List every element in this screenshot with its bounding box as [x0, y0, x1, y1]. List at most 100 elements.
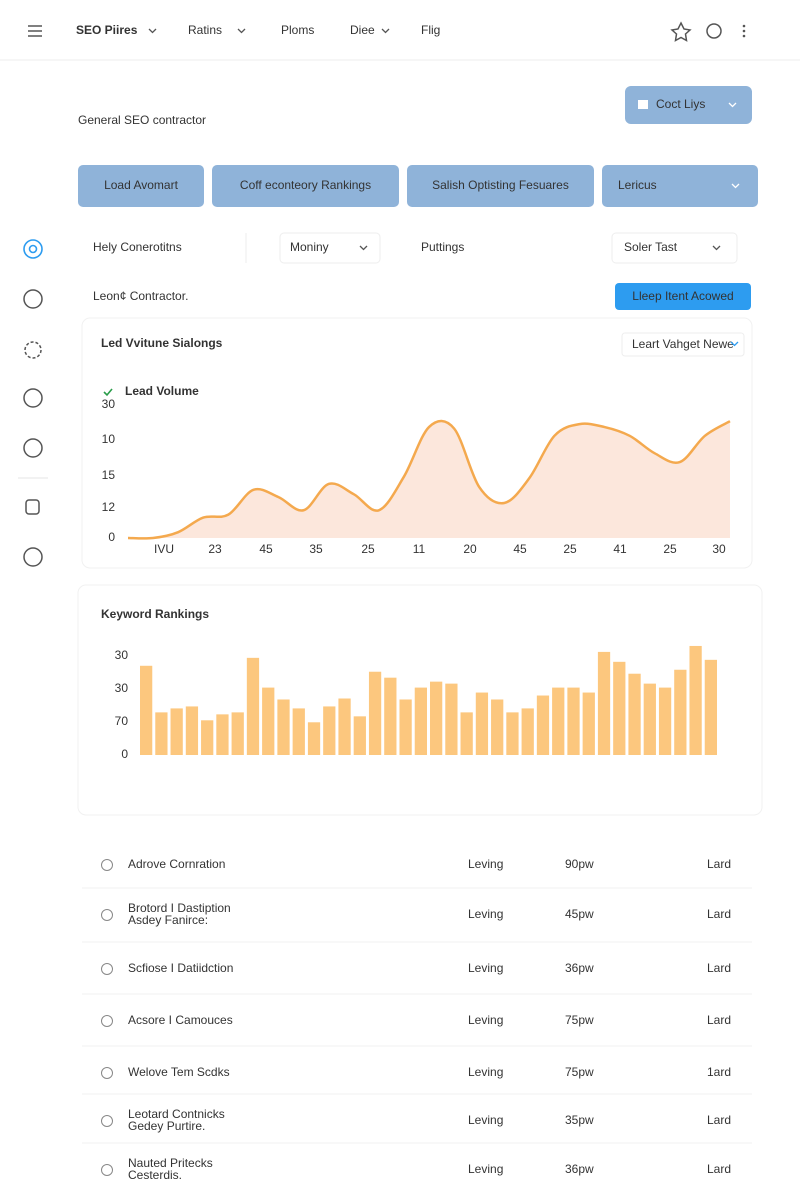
bar	[445, 683, 458, 755]
x-tick-label: 11	[413, 542, 426, 556]
row-radio[interactable]	[101, 1164, 113, 1176]
bar	[292, 708, 305, 755]
y-tick-label: 30	[115, 648, 129, 662]
filter-label[interactable]: Soler Tast	[624, 240, 678, 254]
row-name: Scfiose I Datiidction	[128, 961, 233, 975]
row-name: Acsore I Camouces	[128, 1013, 233, 1027]
chevron	[237, 28, 246, 34]
subheader-text: Leon¢ Contractor.	[93, 289, 188, 303]
y-tick-label: 70	[115, 714, 129, 728]
sidebar-icon[interactable]	[25, 499, 40, 515]
row-action[interactable]: Lard	[707, 961, 731, 975]
x-tick-label: 30	[712, 542, 726, 556]
filter-box[interactable]	[611, 232, 738, 264]
header-button-label: Coct Liys	[656, 97, 705, 111]
row-action[interactable]: Lard	[707, 1162, 731, 1176]
tab[interactable]	[602, 165, 758, 207]
header-button[interactable]	[625, 86, 752, 124]
bar	[658, 687, 672, 755]
y-tick-label: 12	[102, 500, 116, 514]
row-name: Gedey Purtire.	[128, 1119, 205, 1133]
nav-item[interactable]: Ratins	[188, 23, 222, 37]
x-tick-label: 20	[463, 542, 477, 556]
tab[interactable]	[212, 165, 399, 207]
power-icon[interactable]	[706, 23, 722, 39]
subheader-button[interactable]	[615, 283, 751, 310]
sidebar-icon[interactable]	[23, 547, 43, 567]
chevron	[728, 102, 737, 108]
filter-box[interactable]	[279, 232, 381, 264]
nav-item[interactable]: Flig	[421, 23, 440, 37]
filter-label[interactable]: Puttings	[421, 240, 464, 254]
sidebar-icon[interactable]	[23, 239, 43, 259]
row-action[interactable]: Lard	[707, 1013, 731, 1027]
sidebar-icon[interactable]	[23, 438, 43, 458]
row-action[interactable]: Lard	[707, 857, 731, 871]
tab-label: Lericus	[618, 178, 657, 192]
bar	[201, 720, 214, 755]
star-icon[interactable]	[670, 21, 692, 42]
bar	[704, 659, 717, 755]
bar	[384, 677, 397, 755]
bar	[628, 673, 641, 755]
x-tick-label: 25	[361, 542, 375, 556]
bar	[140, 665, 153, 755]
legend-check	[103, 388, 113, 397]
page-title: General SEO contractor	[78, 113, 206, 127]
nav-item[interactable]: Diee	[350, 23, 375, 37]
bar	[460, 712, 473, 755]
row-radio[interactable]	[101, 859, 113, 871]
row-radio[interactable]	[101, 909, 113, 921]
chevron	[712, 245, 721, 251]
nav-item[interactable]: Ploms	[281, 23, 314, 37]
row-radio[interactable]	[101, 963, 113, 975]
more-icon[interactable]	[742, 24, 746, 38]
bar	[216, 714, 229, 755]
menu-icon[interactable]	[28, 25, 42, 37]
x-tick-label: 23	[208, 542, 222, 556]
brand: SEO Piires	[76, 23, 138, 37]
sidebar-icon[interactable]	[24, 341, 42, 359]
row-radio[interactable]	[101, 1115, 113, 1127]
bar	[506, 712, 519, 755]
chevron	[148, 28, 157, 34]
bar	[567, 687, 580, 755]
sidebar-icon-dot	[28, 244, 38, 254]
sidebar-icon[interactable]	[23, 388, 43, 408]
bar	[582, 692, 595, 755]
area	[128, 421, 730, 539]
sidebar	[18, 239, 48, 567]
chart-link-box[interactable]	[621, 332, 745, 357]
tab-label: Load Avomart	[104, 178, 178, 192]
y-tick-label: 30	[115, 681, 129, 695]
bar	[597, 651, 611, 755]
row-action[interactable]: 1ard	[707, 1065, 731, 1079]
row-status: Leving	[468, 1113, 503, 1127]
filter-label[interactable]: Moniny	[290, 240, 329, 254]
tab[interactable]	[407, 165, 594, 207]
x-tick-label: 45	[259, 542, 273, 556]
bar	[536, 695, 550, 755]
bar	[277, 699, 290, 755]
line	[127, 419, 731, 540]
row-name: Adrove Cornration	[128, 857, 225, 871]
row-radio[interactable]	[101, 1067, 113, 1079]
row-name: Nauted Pritecks	[128, 1156, 213, 1170]
y-tick-label: 15	[102, 468, 116, 482]
row-status: Leving	[468, 1013, 503, 1027]
row-action[interactable]: Lard	[707, 907, 731, 921]
y-tick-label: 30	[102, 397, 116, 411]
y-tick-label: 10	[102, 432, 116, 446]
row-name: Welove Tem Scdks	[128, 1065, 230, 1079]
tab[interactable]	[78, 165, 204, 207]
bar	[430, 681, 443, 755]
y-tick-label: 0	[108, 530, 115, 544]
filter-label[interactable]: Hely Conerotitns	[93, 240, 182, 254]
row-action[interactable]: Lard	[707, 1113, 731, 1127]
subheader-button-label: Lleep Itent Acowed	[632, 289, 733, 303]
row-radio[interactable]	[101, 1015, 113, 1027]
legend-label: Lead Volume	[125, 384, 199, 398]
tab-label: Salish Optisting Fesuares	[432, 178, 569, 192]
sidebar-icon[interactable]	[23, 289, 43, 309]
row-name: Leotard Contnicks	[128, 1107, 225, 1121]
